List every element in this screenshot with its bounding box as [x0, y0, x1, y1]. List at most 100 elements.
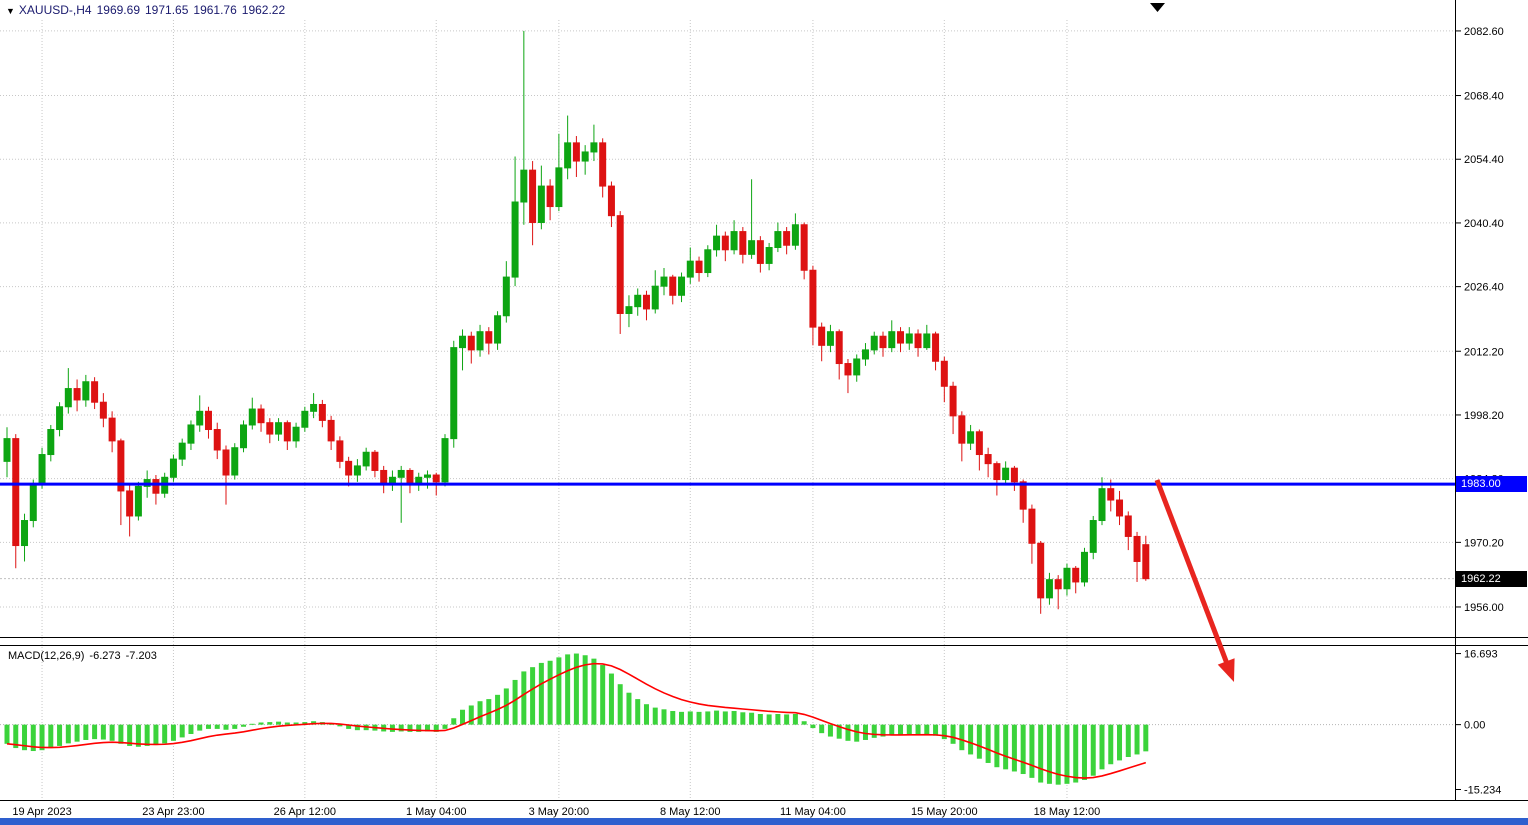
candle-body: [537, 185, 545, 223]
macd-histogram-bar: [302, 722, 308, 725]
candle-body: [520, 169, 528, 203]
candle-body: [660, 276, 668, 287]
hline-price-tag: 1983.00: [1456, 476, 1527, 493]
candle-body: [1063, 567, 1071, 590]
macd-histogram-bar: [205, 724, 211, 729]
candle-body: [774, 231, 782, 249]
macd-histogram-bar: [170, 724, 176, 741]
candle-body: [879, 335, 887, 349]
macd-histogram-bar: [1064, 724, 1070, 784]
candle-body: [222, 449, 230, 476]
candle-body: [353, 465, 361, 476]
candle-body: [248, 408, 256, 426]
candle-body: [21, 520, 29, 547]
macd-histogram-bar: [65, 724, 71, 744]
ohlc-close: 1962.22: [241, 3, 286, 17]
macd-histogram-bar: [600, 665, 606, 725]
candle-body: [835, 331, 843, 365]
macd-histogram-bar: [197, 724, 203, 731]
candle-body: [529, 169, 537, 223]
date-tick-label[interactable]: 19 Apr 2023: [12, 806, 71, 818]
candle-body: [555, 167, 563, 208]
macd-histogram-bar: [950, 724, 956, 744]
macd-histogram-bar: [792, 713, 798, 725]
bid-price-tag: 1962.22: [1456, 570, 1527, 587]
candle-body: [1037, 542, 1045, 599]
date-tick-label[interactable]: 18 May 12:00: [1034, 806, 1101, 818]
macd-histogram-bar: [661, 709, 667, 725]
macd-histogram-bar: [389, 724, 395, 732]
macd-histogram-bar: [906, 724, 912, 735]
candle-body: [82, 381, 90, 401]
macd-tick-label: -15.234: [1464, 785, 1501, 797]
macd-histogram-bar: [985, 724, 991, 763]
macd-histogram-bar: [100, 724, 106, 740]
candle-body: [108, 417, 116, 442]
macd-histogram-bar: [1081, 724, 1087, 780]
macd-histogram-bar: [538, 662, 544, 725]
macd-histogram-bar: [1029, 724, 1035, 778]
macd-histogram-bar: [757, 713, 763, 725]
macd-histogram-bar: [556, 657, 562, 725]
macd-tick-label: 0.00: [1464, 720, 1485, 732]
date-tick-label[interactable]: 26 Apr 12:00: [274, 806, 336, 818]
candle-body: [940, 360, 948, 387]
candle-body: [467, 335, 475, 351]
macd-histogram-bar: [328, 723, 334, 725]
date-tick-label[interactable]: 3 May 20:00: [529, 806, 590, 818]
macd-histogram-bar: [731, 711, 737, 725]
macd-histogram-bar: [643, 704, 649, 725]
macd-histogram-bar: [416, 724, 422, 732]
macd-histogram-bar: [118, 724, 124, 744]
macd-histogram-bar: [1143, 724, 1149, 752]
date-tick-label[interactable]: 8 May 12:00: [660, 806, 721, 818]
ohlc-high: 1971.65: [145, 3, 189, 17]
candle-body: [564, 142, 572, 169]
candle-body: [651, 285, 659, 310]
macd-histogram-bar: [1134, 724, 1140, 755]
trend-arrow-head[interactable]: [1217, 658, 1235, 682]
macd-histogram-bar: [740, 712, 746, 725]
macd-histogram-bar: [775, 713, 781, 725]
macd-histogram-bar: [547, 660, 553, 725]
macd-histogram-bar: [468, 705, 474, 725]
date-tick-label[interactable]: 23 Apr 23:00: [142, 806, 204, 818]
macd-histogram-bar: [652, 707, 658, 725]
candle-body: [318, 403, 326, 421]
candle-body: [187, 424, 195, 444]
symbol-menu-icon[interactable]: ▼: [6, 6, 15, 16]
macd-histogram-bar: [933, 724, 939, 736]
macd-histogram-bar: [687, 711, 693, 725]
candle-body: [800, 224, 808, 271]
trend-arrow-line[interactable]: [1154, 479, 1233, 672]
candle-body: [791, 224, 799, 246]
date-tick-label[interactable]: 1 May 04:00: [406, 806, 467, 818]
macd-histogram-bar: [293, 722, 299, 725]
chart-shift-marker-icon[interactable]: [1150, 3, 1165, 12]
date-tick-label[interactable]: 15 May 20:00: [911, 806, 978, 818]
candle-body: [888, 331, 896, 349]
candle-body: [117, 440, 125, 492]
candle-body: [283, 422, 291, 442]
candle-body: [546, 185, 554, 208]
candle-body: [397, 469, 405, 478]
candle-body: [1010, 467, 1018, 483]
candle-body: [739, 231, 747, 255]
candle-body: [345, 460, 353, 476]
macd-histogram-bar: [346, 724, 352, 729]
candle-body: [590, 142, 598, 153]
macd-histogram-bar: [83, 724, 89, 740]
candle-body: [178, 442, 186, 460]
price-tick-label: 2068.40: [1464, 91, 1504, 103]
candle-body: [134, 485, 142, 517]
price-tick-label: 2082.60: [1464, 26, 1504, 38]
date-tick-label[interactable]: 11 May 04:00: [780, 806, 846, 818]
macd-histogram-bar: [22, 724, 28, 751]
candle-body: [818, 326, 826, 346]
candle-body: [441, 438, 449, 483]
candle-body: [169, 458, 177, 478]
candle-body: [432, 474, 440, 483]
candle-body: [967, 431, 975, 444]
candle-body: [1142, 544, 1150, 580]
